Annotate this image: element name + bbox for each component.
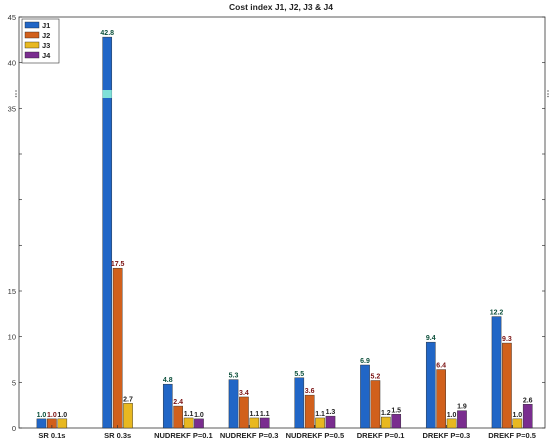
data-label: 3.6 [305, 388, 315, 395]
data-label: 1.3 [326, 409, 336, 416]
bar-j1 [36, 418, 47, 429]
bar-j3 [57, 418, 68, 429]
bar-j3 [381, 416, 391, 429]
y-tick-label: 40 [8, 59, 16, 68]
y-tick-label: 10 [8, 333, 16, 342]
data-label: 1.0 [447, 412, 457, 419]
chart-title: Cost index J1, J2, J3 & J4 [229, 2, 333, 12]
bar-j3 [123, 403, 133, 429]
bar-j1 [228, 379, 239, 429]
bar-j2 [173, 405, 183, 429]
bar-j2 [502, 342, 512, 429]
data-label: 2.7 [123, 396, 133, 403]
legend-label-j4: J4 [42, 51, 51, 60]
plot-frame [18, 16, 546, 429]
data-label: 3.4 [239, 390, 249, 397]
data-label: 5.2 [371, 374, 381, 381]
bar-j3 [315, 417, 325, 429]
legend-swatch-j3 [24, 41, 40, 49]
bar-j4 [522, 404, 533, 429]
data-label: 9.4 [426, 335, 436, 342]
data-label: 5.3 [229, 373, 239, 380]
bar-j3 [183, 417, 194, 429]
y-tick-label: 0 [12, 424, 16, 433]
bar-j2 [436, 369, 446, 429]
bar-j1 [425, 341, 436, 429]
axis-break-right: ⋮ [544, 89, 550, 98]
data-label: 5.5 [294, 371, 304, 378]
data-label: 6.4 [436, 363, 446, 370]
data-label: 12.2 [490, 310, 504, 317]
x-tick-label: DREKF P=0.1 [357, 431, 405, 440]
legend-swatch-j1 [24, 21, 40, 29]
legend-swatch-j2 [24, 31, 40, 39]
data-label: 9.3 [502, 336, 512, 343]
x-tick-label: NUDREKF P=0.1 [154, 431, 213, 440]
bar-j3 [249, 417, 260, 429]
data-label: 1.0 [194, 412, 204, 419]
data-label: 1.5 [391, 407, 401, 414]
x-tick-label: NUDREKF P=0.5 [286, 431, 345, 440]
bar-j1 [102, 36, 113, 429]
data-label: 1.1 [315, 411, 325, 418]
bar-j1 [491, 316, 502, 429]
bar-j4 [391, 414, 402, 429]
bar-j2 [239, 396, 249, 429]
data-label: 1.0 [57, 412, 67, 419]
bar-j3 [446, 418, 457, 429]
x-tick-label: NUDREKF P=0.3 [220, 431, 279, 440]
data-label: 42.8 [100, 30, 114, 37]
data-label: 2.4 [173, 399, 183, 406]
legend-label-j2: J2 [42, 31, 50, 40]
y-tick-label: 35 [8, 104, 16, 113]
bar-j3 [512, 418, 523, 429]
bar-j2 [304, 394, 315, 429]
data-label: 1.2 [381, 410, 391, 417]
data-label: 1.1 [249, 411, 259, 418]
bar-j4 [194, 418, 204, 429]
x-tick-label: SR 0.1s [38, 431, 65, 440]
x-tick-label: DREKF P=0.3 [423, 431, 471, 440]
y-tick-label: 5 [12, 378, 16, 387]
x-tick-label: DREKF P=0.5 [488, 431, 536, 440]
data-label: 1.0 [512, 412, 522, 419]
data-label: 1.9 [457, 404, 467, 411]
bar-j1 [360, 364, 370, 429]
bar-j1 [162, 383, 173, 429]
legend-label-j1: J1 [42, 21, 50, 30]
bar-j4 [259, 417, 270, 429]
legend-label-j3: J3 [42, 41, 50, 50]
x-tick-label: SR 0.3s [104, 431, 131, 440]
y-tick-label: 15 [8, 287, 16, 296]
data-label: 6.9 [360, 358, 370, 365]
axis-break-band [102, 90, 112, 98]
y-tick-label: 45 [8, 13, 16, 22]
bar-j4 [457, 410, 467, 429]
legend-swatch-j4 [24, 51, 40, 59]
bar-j2 [370, 380, 381, 429]
bar-j4 [325, 415, 336, 429]
data-label: 1.0 [37, 412, 47, 419]
data-label: 4.8 [163, 377, 173, 384]
bar-j1 [294, 377, 305, 429]
bar-j2 [112, 267, 123, 429]
data-label: 1.1 [260, 411, 270, 418]
data-label: 1.0 [47, 412, 57, 419]
data-label: 2.6 [523, 397, 533, 404]
data-label: 1.1 [184, 411, 194, 418]
data-label: 17.5 [111, 261, 125, 268]
axis-break-left: ⋮ [12, 89, 20, 98]
